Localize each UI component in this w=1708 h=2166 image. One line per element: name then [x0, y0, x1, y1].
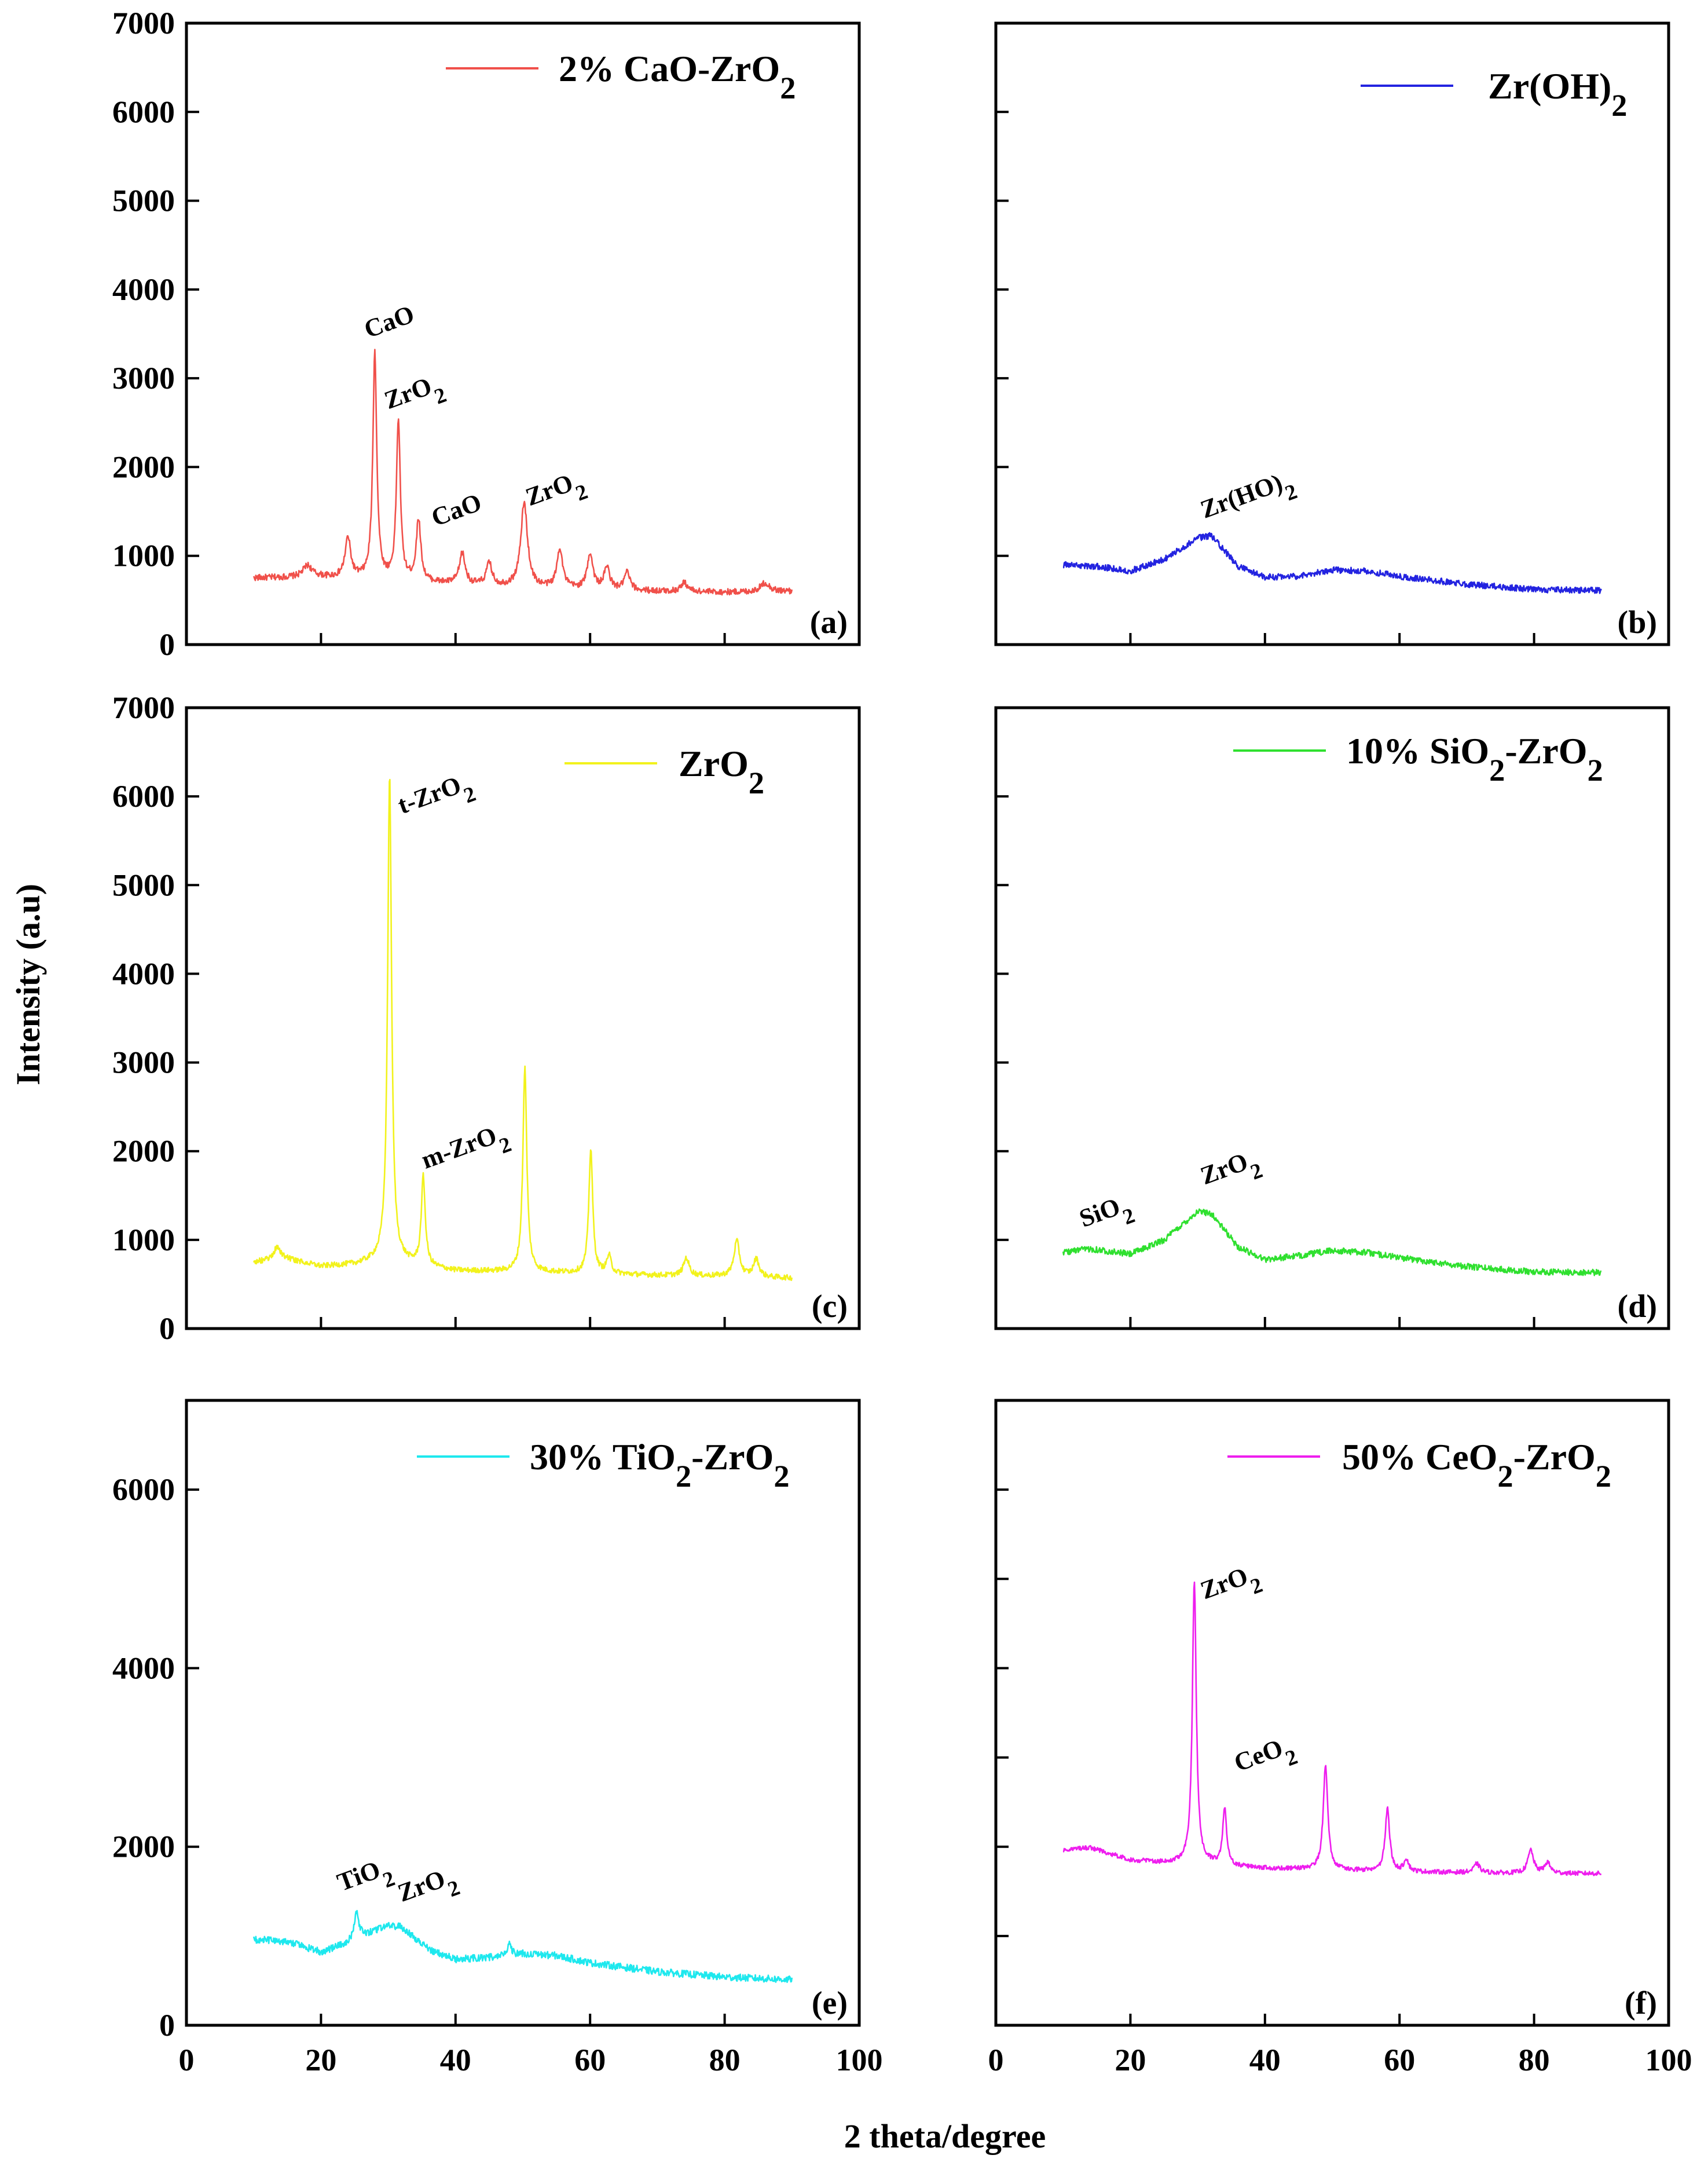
y-tick-label: 1000	[112, 539, 175, 573]
panel-d: 10% SiO2-ZrO2 SiO2 ZrO2 (d)	[994, 706, 1670, 1330]
plot-frame	[185, 706, 861, 1330]
panel-label: (b)	[1618, 605, 1657, 641]
xrd-series-line	[252, 1909, 793, 1984]
y-tick-label: 5000	[112, 184, 175, 218]
panel-label: (a)	[810, 605, 848, 641]
legend-label: 50% CeO2-ZrO2	[1342, 1436, 1611, 1494]
y-tick-label: 7000	[112, 6, 175, 41]
x-tick-label: 20	[1115, 2043, 1146, 2077]
x-tick-label: 0	[179, 2043, 195, 2077]
y-tick-label: 2000	[112, 1830, 175, 1864]
x-tick-label: 40	[440, 2043, 471, 2077]
x-tick-label: 100	[836, 2043, 883, 2077]
peak-annotation: ZrO2	[394, 1861, 463, 1918]
legend-label: 30% TiO2-ZrO2	[530, 1436, 790, 1494]
peak-annotation: Zr(HO)2	[1197, 464, 1300, 535]
x-tick-label: 60	[1384, 2043, 1415, 2077]
legend-label: 10% SiO2-ZrO2	[1346, 730, 1603, 788]
y-tick-label: 7000	[112, 690, 175, 725]
y-axis-title: Intensity (a.u)	[9, 884, 47, 1085]
xrd-series-line	[1062, 1208, 1602, 1276]
x-tick-label: 20	[305, 2043, 336, 2077]
x-tick-label: 0	[988, 2043, 1004, 2077]
y-tick-label: 2000	[112, 1134, 175, 1169]
panel-f: 0 20 40 60 80 100 50% CeO2-ZrO2 ZrO2 CeO2 (f)	[988, 1399, 1692, 2077]
panel-c: 0 1000 2000 3000 4000 5000 6000 7000 ZrO2 t-ZrO2 m…	[112, 690, 861, 1346]
peak-annotation: CeO2	[1230, 1730, 1300, 1788]
x-tick-label: 100	[1645, 2043, 1692, 2077]
y-tick-label: 2000	[112, 449, 175, 484]
xrd-series-line	[252, 778, 793, 1281]
panel-label: (e)	[812, 1985, 848, 2021]
y-tick-label: 1000	[112, 1223, 175, 1257]
legend-label: Zr(OH)2	[1488, 65, 1627, 123]
plot-frame	[994, 21, 1670, 646]
x-tick-label: 60	[574, 2043, 606, 2077]
peak-annotation: ZrO2	[1197, 1558, 1266, 1615]
x-tick-label: 80	[709, 2043, 741, 2077]
xrd-series-line	[1062, 1581, 1602, 1876]
peak-annotation: CaO	[428, 488, 485, 532]
xrd-series-line	[252, 349, 793, 596]
plot-frame	[994, 1399, 1670, 2027]
panel-e: 0 20 40 60 80 100 0 2000 4000 6000 30% TiO2-ZrO2 Ti…	[112, 1399, 883, 2077]
plot-frame	[185, 1399, 861, 2027]
panel-b: Zr(OH)2 Zr(HO)2 (b)	[994, 21, 1670, 646]
peak-annotation: TiO2	[333, 1852, 398, 1907]
plot-frame	[994, 706, 1670, 1330]
xrd-series-line	[1062, 532, 1602, 594]
panel-label: (d)	[1618, 1289, 1657, 1325]
peak-annotation: CaO	[360, 299, 417, 343]
legend-label: ZrO2	[679, 743, 764, 800]
legend-label: 2% CaO-ZrO2	[559, 48, 796, 105]
peak-annotation: t-ZrO2	[394, 767, 479, 830]
plot-frame	[185, 21, 861, 646]
y-tick-label: 6000	[112, 1472, 175, 1507]
y-tick-label: 4000	[112, 956, 175, 991]
y-tick-label: 0	[159, 2008, 175, 2043]
peak-annotation: ZrO2	[1197, 1143, 1266, 1201]
y-tick-label: 0	[159, 1311, 175, 1346]
y-tick-label: 3000	[112, 1045, 175, 1080]
y-tick-label: 6000	[112, 779, 175, 814]
panel-label: (c)	[812, 1289, 848, 1325]
y-tick-label: 5000	[112, 868, 175, 902]
y-tick-label: 4000	[112, 272, 175, 307]
x-tick-label: 80	[1519, 2043, 1550, 2077]
x-tick-label: 40	[1249, 2043, 1281, 2077]
x-axis-title: 2 theta/degree	[844, 2117, 1046, 2155]
peak-annotation: m-ZrO2	[417, 1117, 514, 1185]
y-tick-label: 4000	[112, 1651, 175, 1685]
y-tick-label: 6000	[112, 94, 175, 129]
y-tick-label: 3000	[112, 361, 175, 396]
panel-label: (f)	[1625, 1985, 1657, 2021]
peak-annotation: ZrO2	[380, 368, 449, 425]
peak-annotation: ZrO2	[522, 464, 591, 522]
peak-annotation: SiO2	[1076, 1188, 1138, 1243]
panel-a: 0 1000 2000 3000 4000 5000 6000 7000 2% CaO-ZrO2…	[112, 6, 861, 662]
y-tick-label: 0	[159, 627, 175, 662]
